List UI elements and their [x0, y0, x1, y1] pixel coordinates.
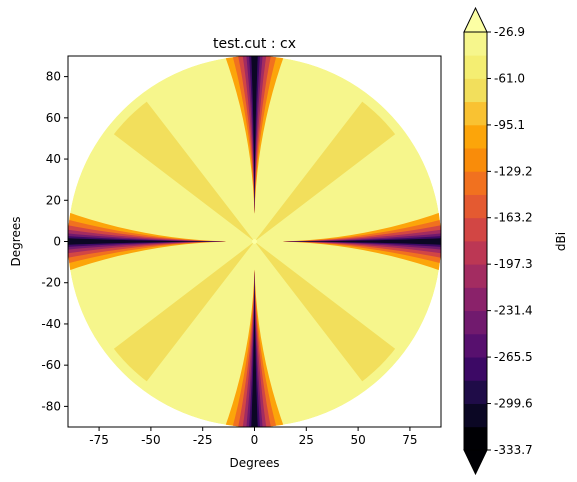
colorbar-level-16 — [464, 55, 487, 79]
colorbar-level-4 — [464, 333, 487, 358]
colorbar-level-14 — [464, 101, 487, 126]
x-axis: -75 -50 -25 0 25 50 75 — [89, 427, 418, 447]
x-tick-label: -25 — [193, 433, 213, 447]
y-tick-label: -40 — [41, 317, 61, 331]
lobe-wedge-2 — [113, 241, 255, 382]
lobe-wedge-0 — [254, 101, 396, 242]
y-tick-label: 0 — [53, 235, 61, 249]
x-tick-label: 25 — [299, 433, 314, 447]
colorbar-level-8 — [464, 241, 487, 265]
null-cut-0-layer-6 — [254, 238, 441, 245]
colorbar-level-3 — [464, 357, 487, 381]
colorbar-label: dBi — [554, 232, 568, 251]
colorbar-extend-min — [463, 449, 488, 476]
colorbar-tick-label: -333.7 — [494, 443, 533, 457]
chart-title: test.cut : cx — [213, 36, 296, 52]
lobe-wedge-3 — [254, 241, 396, 382]
colorbar-tick-label: -265.5 — [494, 350, 533, 364]
colorbar-level-6 — [464, 287, 487, 312]
colorbar-level-0 — [464, 426, 487, 451]
colorbar-extend-max — [463, 6, 488, 33]
x-axis-label: Degrees — [230, 456, 280, 470]
colorbar-tick-label: -197.3 — [494, 257, 533, 271]
colorbar-level-12 — [464, 148, 487, 172]
field-centre — [252, 239, 257, 244]
colorbar-level-15 — [464, 78, 487, 103]
colorbar-tick-label: -231.4 — [494, 304, 533, 318]
colorbar-tick-label: -129.2 — [494, 164, 533, 178]
colorbar-frame — [463, 31, 488, 451]
colorbar-tick-label: -61.0 — [494, 71, 525, 85]
field-contours — [68, 56, 441, 427]
colorbar-level-13 — [464, 124, 487, 149]
x-tick-label: 0 — [251, 433, 259, 447]
colorbar-level-2 — [464, 380, 487, 404]
colorbar-tick-label: -95.1 — [494, 118, 525, 132]
y-axis: -80 -60 -40 -20 0 20 40 60 80 — [41, 70, 68, 413]
lobe-wedge-1 — [113, 101, 255, 242]
colorbar-level-9 — [464, 217, 487, 242]
y-tick-label: 60 — [46, 111, 61, 125]
y-axis-label: Degrees — [9, 217, 23, 267]
x-tick-label: 75 — [402, 433, 417, 447]
colorbar-tick-label: -299.6 — [494, 397, 533, 411]
y-tick-label: -60 — [41, 358, 61, 372]
colorbar-tick-label: -26.9 — [494, 25, 525, 39]
x-tick-label: 50 — [350, 433, 365, 447]
plot-area — [68, 56, 441, 427]
colorbar-level-1 — [464, 403, 487, 428]
y-tick-label: 20 — [46, 193, 61, 207]
null-cut-2-layer-6 — [68, 238, 255, 245]
y-tick-label: -80 — [41, 399, 61, 413]
colorbar-level-5 — [464, 310, 487, 335]
y-tick-label: -20 — [41, 276, 61, 290]
colorbar-level-10 — [464, 194, 487, 219]
colorbar: -26.9 -61.0 -95.1 -129.2 -163.2 -197.3 -231.4 -… — [463, 6, 533, 476]
null-cut-1-layer-6 — [251, 56, 258, 242]
y-tick-label: 80 — [46, 70, 61, 84]
colorbar-level-7 — [464, 264, 487, 288]
colorbar-level-17 — [464, 32, 487, 56]
null-cut-3-layer-6 — [251, 241, 258, 427]
colorbar-tick-label: -163.2 — [494, 211, 533, 225]
x-tick-label: -75 — [89, 433, 109, 447]
x-tick-label: -50 — [141, 433, 161, 447]
y-tick-label: 40 — [46, 152, 61, 166]
colorbar-level-11 — [464, 171, 487, 195]
